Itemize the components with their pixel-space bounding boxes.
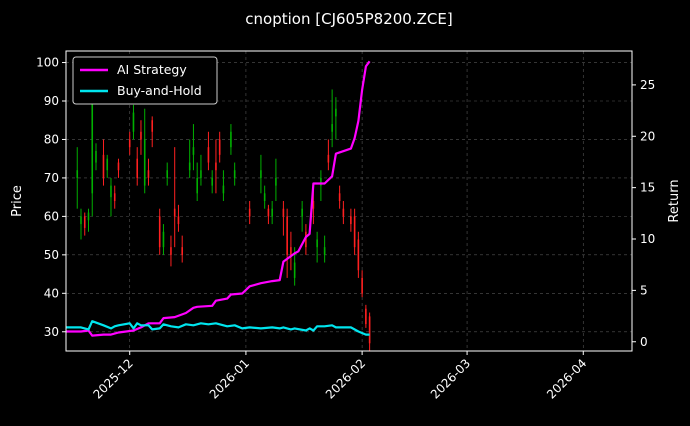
candle-body (200, 170, 202, 178)
series-line-ai-strategy (66, 60, 371, 337)
candle-body (323, 247, 326, 255)
grid (66, 51, 632, 351)
y-tick-label-left: 30 (44, 325, 59, 339)
candle-body (267, 208, 270, 217)
candle-body (293, 262, 296, 278)
candle-body (76, 170, 79, 178)
candle-body (196, 177, 198, 194)
y-tick-label-left: 100 (36, 56, 59, 70)
candle-body (282, 208, 285, 217)
legend: AI Strategy Buy-and-Hold (72, 56, 218, 105)
candles (76, 81, 371, 351)
candle-body (218, 139, 221, 155)
y-tick-label-left: 90 (44, 94, 59, 108)
legend-box (72, 56, 218, 105)
y-tick-label-right: 0 (640, 335, 648, 349)
candle-body (365, 308, 367, 325)
candle-body (320, 177, 322, 186)
candle-body (95, 151, 97, 163)
candle-body (177, 216, 180, 225)
legend-label-ai-strategy: AI Strategy (117, 62, 187, 77)
y-tick-label-right: 10 (640, 232, 655, 246)
candle-body (222, 185, 225, 194)
candle-body (248, 208, 251, 217)
y-tick-label-left: 50 (44, 248, 59, 262)
candle-body (80, 216, 82, 225)
candle-body (170, 247, 172, 255)
candle-body (110, 185, 112, 198)
candle-body (316, 239, 318, 248)
candle-body (335, 108, 337, 117)
candle-body (162, 231, 165, 248)
candle-body (263, 193, 266, 201)
candle-body (301, 208, 303, 217)
candle-body (173, 208, 176, 217)
candle-body (83, 216, 86, 228)
candle-body (312, 201, 315, 209)
candle-body (290, 247, 292, 255)
candle-body (192, 147, 195, 155)
candle-body (230, 131, 232, 148)
candle-body (143, 139, 146, 186)
y-tick-label-right: 15 (640, 181, 655, 195)
candle-body (233, 170, 236, 178)
candle-body (113, 193, 116, 201)
candle-body (368, 316, 371, 344)
candle-body (275, 177, 277, 186)
candle-body (147, 170, 150, 178)
candle-body (140, 131, 142, 140)
candle-body (331, 124, 333, 132)
candle-body (215, 162, 217, 171)
y-axis-left-title: Price (10, 185, 25, 217)
candle-body (158, 216, 161, 248)
candle-body (181, 247, 183, 255)
candle-body (271, 208, 273, 217)
candle-body (117, 162, 120, 171)
y-tick-label-right: 20 (640, 129, 655, 143)
candle-body (102, 154, 105, 178)
candle-body (361, 277, 363, 294)
candle-body (342, 208, 345, 217)
candle-body (207, 147, 210, 163)
candle-body (305, 231, 307, 248)
candle-body (106, 158, 109, 171)
candle-body (91, 97, 94, 194)
candle-body (350, 216, 352, 225)
y-tick-label-left: 40 (44, 286, 59, 300)
series-line-buy-and-hold (66, 320, 370, 336)
legend-label-buy-and-hold: Buy-and-Hold (117, 83, 202, 98)
y-tick-label-left: 60 (44, 209, 59, 223)
candle-body (166, 170, 169, 178)
chart-title: cnoption [CJ605P8200.ZCE] (245, 10, 452, 28)
y-tick-label-left: 70 (44, 171, 59, 185)
y-axis-right-title: Return (667, 179, 682, 222)
candle-body (211, 177, 213, 186)
candle-body (87, 212, 90, 221)
y-tick-label-right: 5 (640, 283, 648, 297)
candle-body (132, 112, 135, 132)
series-lines (66, 60, 371, 337)
plot-frame (65, 50, 633, 352)
candle-body (188, 162, 191, 171)
candle-body (353, 216, 356, 248)
candle-body (260, 170, 262, 178)
candle-body (136, 158, 139, 178)
y-tick-label-right: 25 (640, 78, 655, 92)
candle-body (327, 154, 330, 163)
y-tick-label-left: 80 (44, 132, 59, 146)
candle-body (338, 193, 341, 201)
candle-body (151, 120, 154, 132)
candle-body (128, 139, 131, 148)
candle-body (357, 239, 360, 271)
candle-body (286, 216, 288, 255)
